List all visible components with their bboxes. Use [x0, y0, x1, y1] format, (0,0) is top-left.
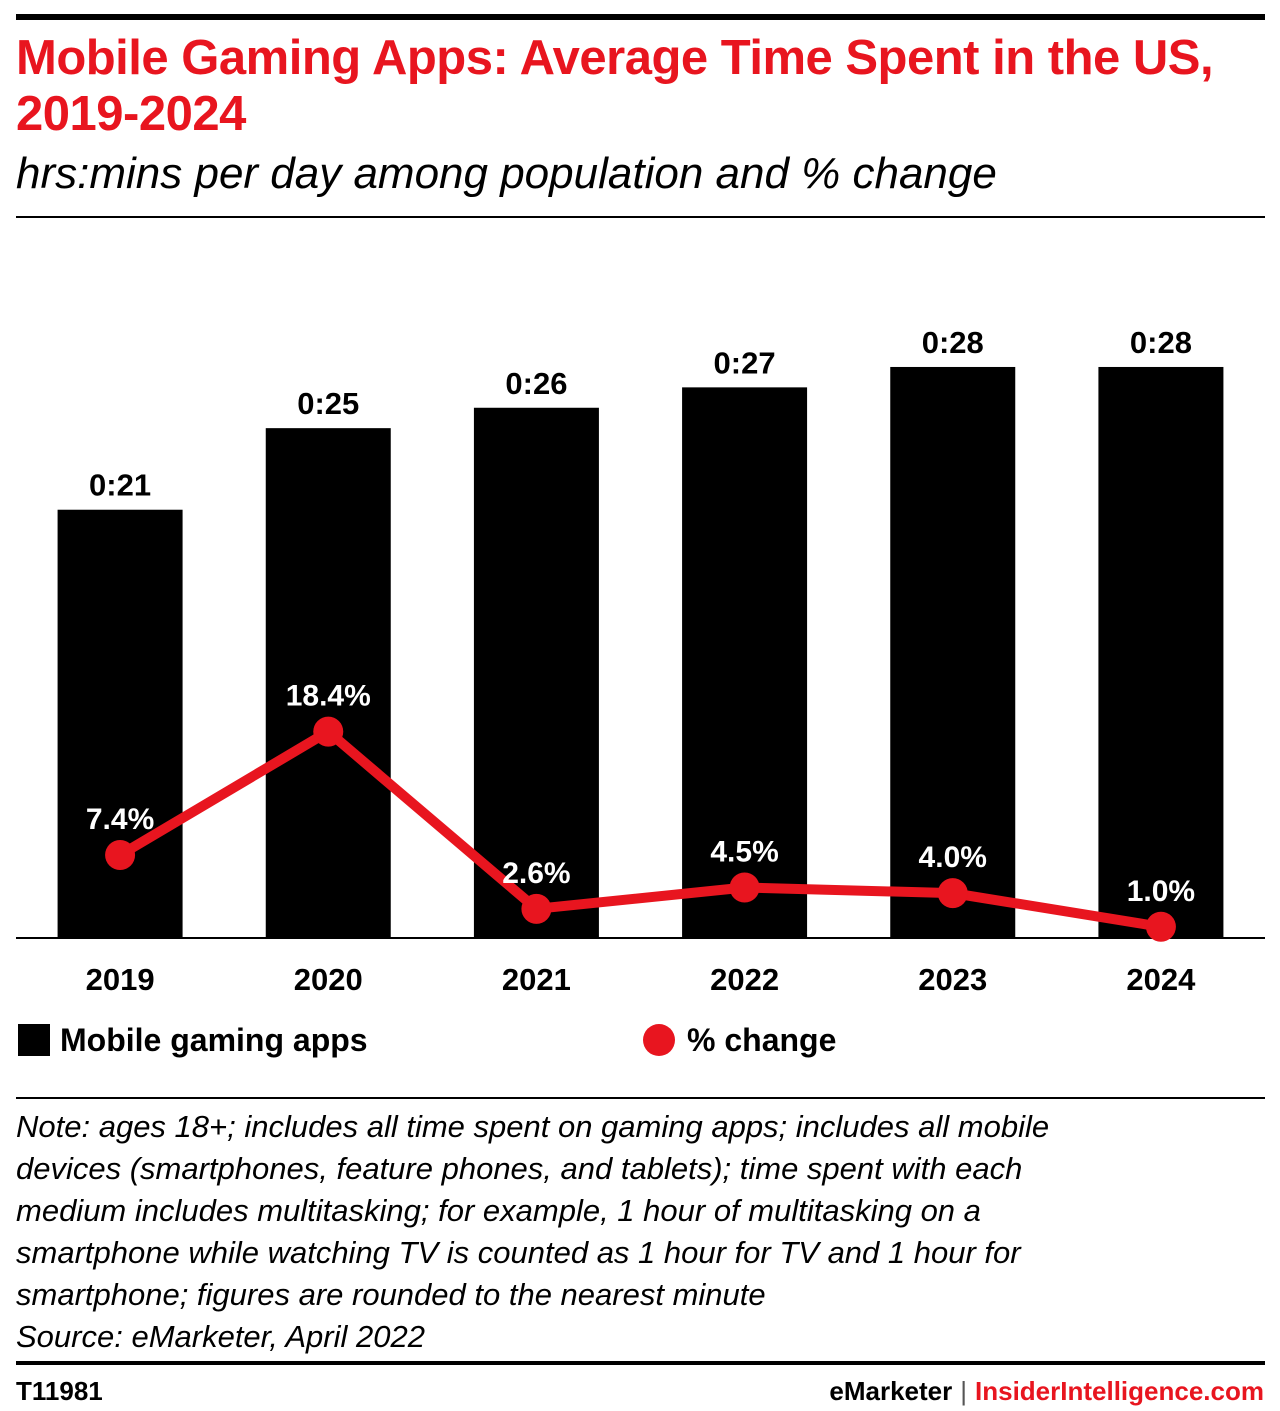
bar-value-label: 0:25: [297, 386, 359, 421]
note-line: medium includes multitasking; for exampl…: [16, 1193, 981, 1228]
note-rule: [16, 1097, 1265, 1099]
x-tick-label: 2021: [502, 962, 571, 995]
brand: eMarketer | InsiderIntelligence.com: [829, 1376, 1264, 1407]
bar: [57, 509, 183, 938]
percent-change-points: [105, 716, 1176, 942]
top-rule: [16, 14, 1265, 20]
percent-change-label: 7.4%: [86, 803, 154, 836]
chart-subtitle: hrs:mins per day among population and % …: [16, 149, 997, 198]
bar-series: [57, 366, 1224, 938]
note-line: Note: ages 18+; includes all time spent …: [16, 1109, 1050, 1144]
percent-change-point: [521, 893, 552, 924]
bar: [1098, 366, 1224, 938]
percent-change-label: 1.0%: [1127, 875, 1195, 908]
percent-change-point: [105, 839, 136, 870]
bar-value-label: 0:26: [505, 366, 567, 401]
percent-change-label: 2.6%: [502, 857, 570, 890]
legend-dot-icon: [643, 1024, 675, 1056]
x-tick-label: 2023: [918, 962, 987, 995]
source-line: Source: eMarketer, April 2022: [16, 1319, 425, 1354]
legend-label-bars: Mobile gaming apps: [60, 1021, 368, 1058]
percent-change-labels: 7.4% 18.4% 2.6% 4.5% 4.0% 1.0%: [86, 680, 1195, 908]
chart-note: Note: ages 18+; includes all time spent …: [16, 1106, 1261, 1358]
legend-item-line: % change: [643, 1018, 836, 1062]
bar-value-label: 0:28: [922, 325, 984, 360]
percent-change-label: 4.5%: [710, 836, 778, 869]
bar-value-label: 0:27: [714, 345, 776, 380]
footer-rule: [16, 1361, 1265, 1365]
legend-label-line: % change: [687, 1021, 837, 1058]
note-line: smartphone; figures are rounded to the n…: [16, 1277, 766, 1312]
legend-square-icon: [18, 1024, 50, 1056]
brand-insider-intelligence: InsiderIntelligence.com: [975, 1376, 1264, 1406]
bar-value-label: 0:21: [89, 468, 151, 503]
subtitle-rule: [16, 216, 1265, 218]
percent-change-line: [117, 726, 1162, 932]
percent-change-label: 4.0%: [919, 841, 987, 874]
percent-change-point: [1145, 911, 1176, 942]
bar-value-labels: 0:21 0:25 0:26 0:27 0:28 0:28: [89, 325, 1192, 503]
bar: [890, 366, 1016, 938]
x-tick-label: 2019: [86, 962, 155, 995]
bar: [473, 407, 599, 938]
note-line: devices (smartphones, feature phones, an…: [16, 1151, 1023, 1186]
brand-emarketer: eMarketer: [829, 1376, 953, 1406]
x-tick-label: 2024: [1126, 962, 1196, 995]
x-axis-ticks: 2019 2020 2021 2022 2023 2024: [86, 962, 1197, 995]
brand-separator: |: [960, 1376, 968, 1406]
percent-change-label: 18.4%: [286, 680, 371, 713]
legend-item-bars: Mobile gaming apps: [18, 1018, 368, 1062]
bar: [265, 428, 391, 938]
bar-value-label: 0:28: [1130, 325, 1192, 360]
percent-change-point: [313, 716, 344, 747]
bar: [682, 387, 808, 938]
note-line: smartphone while watching TV is counted …: [16, 1235, 1021, 1270]
combo-chart: 0:21 0:25 0:26 0:27 0:28 0:28 2019 2020 2021 202…: [16, 325, 1265, 995]
x-tick-label: 2022: [710, 962, 779, 995]
percent-change-point: [937, 878, 968, 909]
percent-change-point: [729, 872, 760, 903]
chart-title: Mobile Gaming Apps: Average Time Spent i…: [16, 31, 1214, 141]
chart-id: T11981: [16, 1376, 103, 1406]
x-tick-label: 2020: [294, 962, 363, 995]
